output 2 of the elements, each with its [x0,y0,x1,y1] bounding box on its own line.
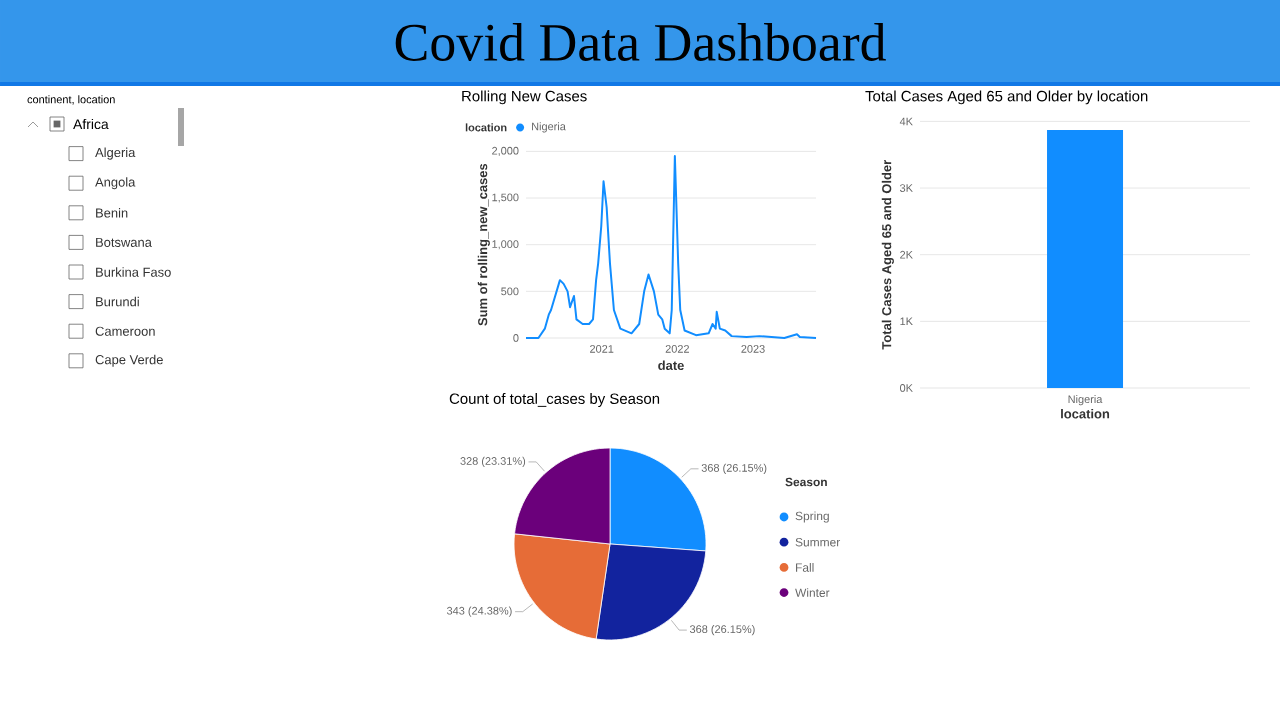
text: Covid Data Dashboard [395,23,886,61]
line-series [525,155,818,339]
